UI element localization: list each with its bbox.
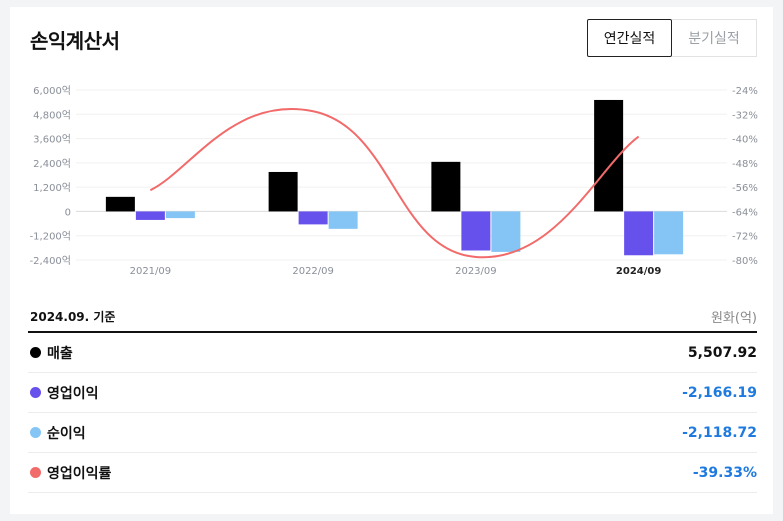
income-chart: 6,000억 4,800억 3,600억 2,400억 1,200억 0 -1,200억 -2… [30,85,758,277]
y-tick-label: 6,000억 [33,85,71,97]
y-tick-label: 1,200억 [33,182,71,194]
y-tick-label: -2,400억 [30,255,71,267]
y2-tick-label: -48% [732,159,758,170]
x-tick-label: 2023/09 [455,266,497,277]
operating-income-bar [461,211,491,251]
y2-tick-label: -40% [732,135,758,146]
operating-income-bar [298,211,328,225]
revenue-legend-dot [30,347,41,358]
y2-tick-label: -80% [732,256,758,267]
y2-tick-label: -64% [732,207,758,218]
y-tick-label: 4,800억 [33,109,71,121]
operating-income-bar [624,211,654,256]
y2-tick-label: -72% [732,232,758,243]
net-income-bar [328,211,358,229]
y-tick-label: 2,400억 [33,158,71,170]
y-tick-label: -1,200억 [30,231,71,243]
revenue-bar [431,161,461,212]
operating-margin-value: -39.33% [692,464,757,481]
period-tabs: 연간실적 분기실적 [587,19,757,57]
y2-tick-label: -24% [732,86,758,97]
tab-annual[interactable]: 연간실적 [587,19,672,57]
x-tick-label: 2021/09 [130,266,172,277]
net-income-bar [491,211,521,252]
revenue-value: 5,507.92 [687,344,757,361]
basis-date: 2024.09. 기준 [30,310,116,324]
operating-income-bar [135,211,165,220]
unit-label: 원화(억) [710,311,757,326]
operating-margin-label: 영업이익률 [47,465,112,482]
page-title: 손익계산서 [30,29,120,53]
revenue-bar [268,171,298,212]
y-tick-label: 0 [65,207,71,218]
net-income-bar [654,211,684,255]
summary-row-net-income: 순이익 -2,118.72 [28,413,757,453]
income-statement-card: 손익계산서 연간실적 분기실적 6,000억 4,800억 3,600억 2,400억… [10,7,773,514]
net-income-legend-dot [30,427,41,438]
summary-row-revenue: 매출 5,507.92 [28,333,757,373]
summary-table: 매출 5,507.92 영업이익 -2,166.19 순이익 -2,118.72… [28,331,757,493]
summary-row-operating-margin: 영업이익률 -39.33% [28,453,757,493]
x-tick-label: 2022/09 [292,266,334,277]
y-tick-label: 3,600억 [33,134,71,146]
operating-margin-line [149,108,640,258]
y2-tick-label: -56% [732,183,758,194]
net-income-label: 순이익 [47,425,86,442]
net-income-bar [165,211,195,219]
operating-income-label: 영업이익 [47,385,99,402]
net-income-value: -2,118.72 [682,424,757,441]
revenue-bar [105,196,135,212]
operating-margin-legend-dot [30,467,41,478]
operating-income-legend-dot [30,387,41,398]
summary-row-operating-income: 영업이익 -2,166.19 [28,373,757,413]
y2-tick-label: -32% [732,110,758,121]
operating-income-value: -2,166.19 [682,384,757,401]
tab-quarterly[interactable]: 분기실적 [672,19,757,57]
x-tick-label: 2024/09 [616,266,661,277]
revenue-label: 매출 [47,345,73,362]
